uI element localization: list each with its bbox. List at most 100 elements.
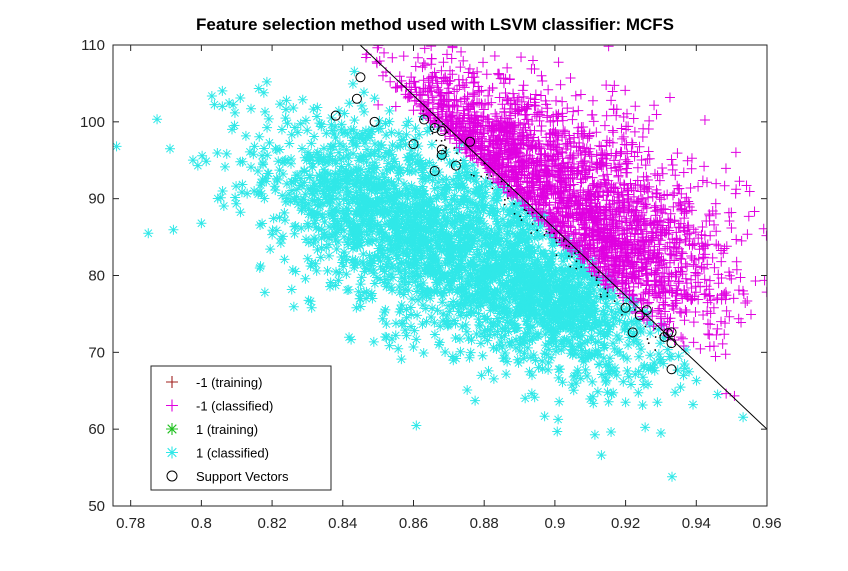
data-point <box>436 152 447 163</box>
data-point <box>192 160 203 171</box>
data-point <box>319 217 330 228</box>
data-point <box>467 274 478 285</box>
data-point <box>481 69 492 80</box>
data-point <box>518 80 529 91</box>
data-point <box>750 276 761 287</box>
data-point <box>249 186 260 197</box>
data-point <box>532 265 543 276</box>
data-point <box>319 177 330 188</box>
data-point <box>335 181 346 192</box>
data-point <box>639 181 650 192</box>
data-point <box>645 247 656 258</box>
data-point <box>480 233 491 244</box>
data-point <box>555 310 566 321</box>
data-point <box>721 241 732 252</box>
data-point <box>637 294 648 305</box>
data-point <box>478 205 489 216</box>
data-point <box>604 241 615 252</box>
data-point <box>647 311 658 322</box>
data-point <box>423 226 434 237</box>
data-point <box>664 271 675 282</box>
data-point <box>246 103 257 114</box>
data-point <box>629 126 640 137</box>
data-point <box>456 272 467 283</box>
data-point <box>506 336 517 347</box>
data-point <box>406 309 417 320</box>
data-point <box>382 252 393 263</box>
data-point <box>498 254 509 265</box>
data-point <box>566 341 577 352</box>
data-point <box>614 159 625 170</box>
data-point <box>397 318 408 329</box>
data-point <box>559 126 570 137</box>
series-1 <box>360 45 767 401</box>
data-point <box>246 162 257 173</box>
data-point <box>569 132 580 143</box>
data-point <box>351 241 362 252</box>
data-point <box>263 113 274 124</box>
data-point <box>759 275 767 286</box>
data-point <box>408 341 419 352</box>
data-point <box>484 330 495 341</box>
data-point <box>540 340 551 351</box>
data-point <box>313 194 324 205</box>
data-point <box>347 78 358 89</box>
data-point <box>367 160 378 171</box>
data-point <box>460 319 471 330</box>
data-point <box>717 338 728 349</box>
data-point <box>642 175 653 186</box>
data-point <box>718 248 729 259</box>
data-point <box>320 192 331 203</box>
data-point <box>597 147 608 158</box>
data-point <box>602 326 613 337</box>
data-point <box>442 212 453 223</box>
data-point <box>280 197 291 208</box>
data-point <box>407 235 418 246</box>
data-point <box>678 341 689 352</box>
data-point <box>601 150 612 161</box>
data-point <box>653 348 664 359</box>
data-point <box>542 307 553 318</box>
data-point <box>498 260 509 271</box>
data-point <box>604 324 615 335</box>
data-point <box>458 155 469 166</box>
data-point <box>390 318 401 329</box>
data-point <box>230 192 241 203</box>
data-point <box>609 291 620 302</box>
data-point <box>332 173 343 184</box>
data-point <box>480 187 491 198</box>
data-point <box>401 120 412 131</box>
data-point <box>449 223 460 234</box>
data-point <box>398 223 409 234</box>
data-point <box>330 121 341 132</box>
data-point <box>705 319 716 330</box>
data-point <box>573 197 584 208</box>
data-point <box>562 103 573 114</box>
data-point <box>666 351 677 362</box>
data-point <box>439 283 450 294</box>
data-point <box>459 193 470 204</box>
data-point <box>347 243 358 254</box>
data-point <box>487 273 498 284</box>
data-point <box>389 198 400 209</box>
data-point <box>671 246 682 257</box>
data-point <box>639 220 650 231</box>
data-point <box>436 221 447 232</box>
data-point <box>522 101 533 112</box>
data-point <box>664 285 675 296</box>
data-point <box>586 266 597 277</box>
data-point <box>505 340 516 351</box>
data-point <box>365 290 376 301</box>
data-point <box>587 172 598 183</box>
data-point <box>541 322 552 333</box>
data-point <box>451 353 462 364</box>
data-point <box>477 188 488 199</box>
data-point <box>612 187 623 198</box>
data-point <box>398 134 409 145</box>
data-point <box>470 170 481 181</box>
data-point <box>545 207 556 218</box>
data-point <box>379 266 390 277</box>
data-point <box>552 426 563 437</box>
data-point <box>603 175 614 186</box>
data-point <box>371 234 382 245</box>
